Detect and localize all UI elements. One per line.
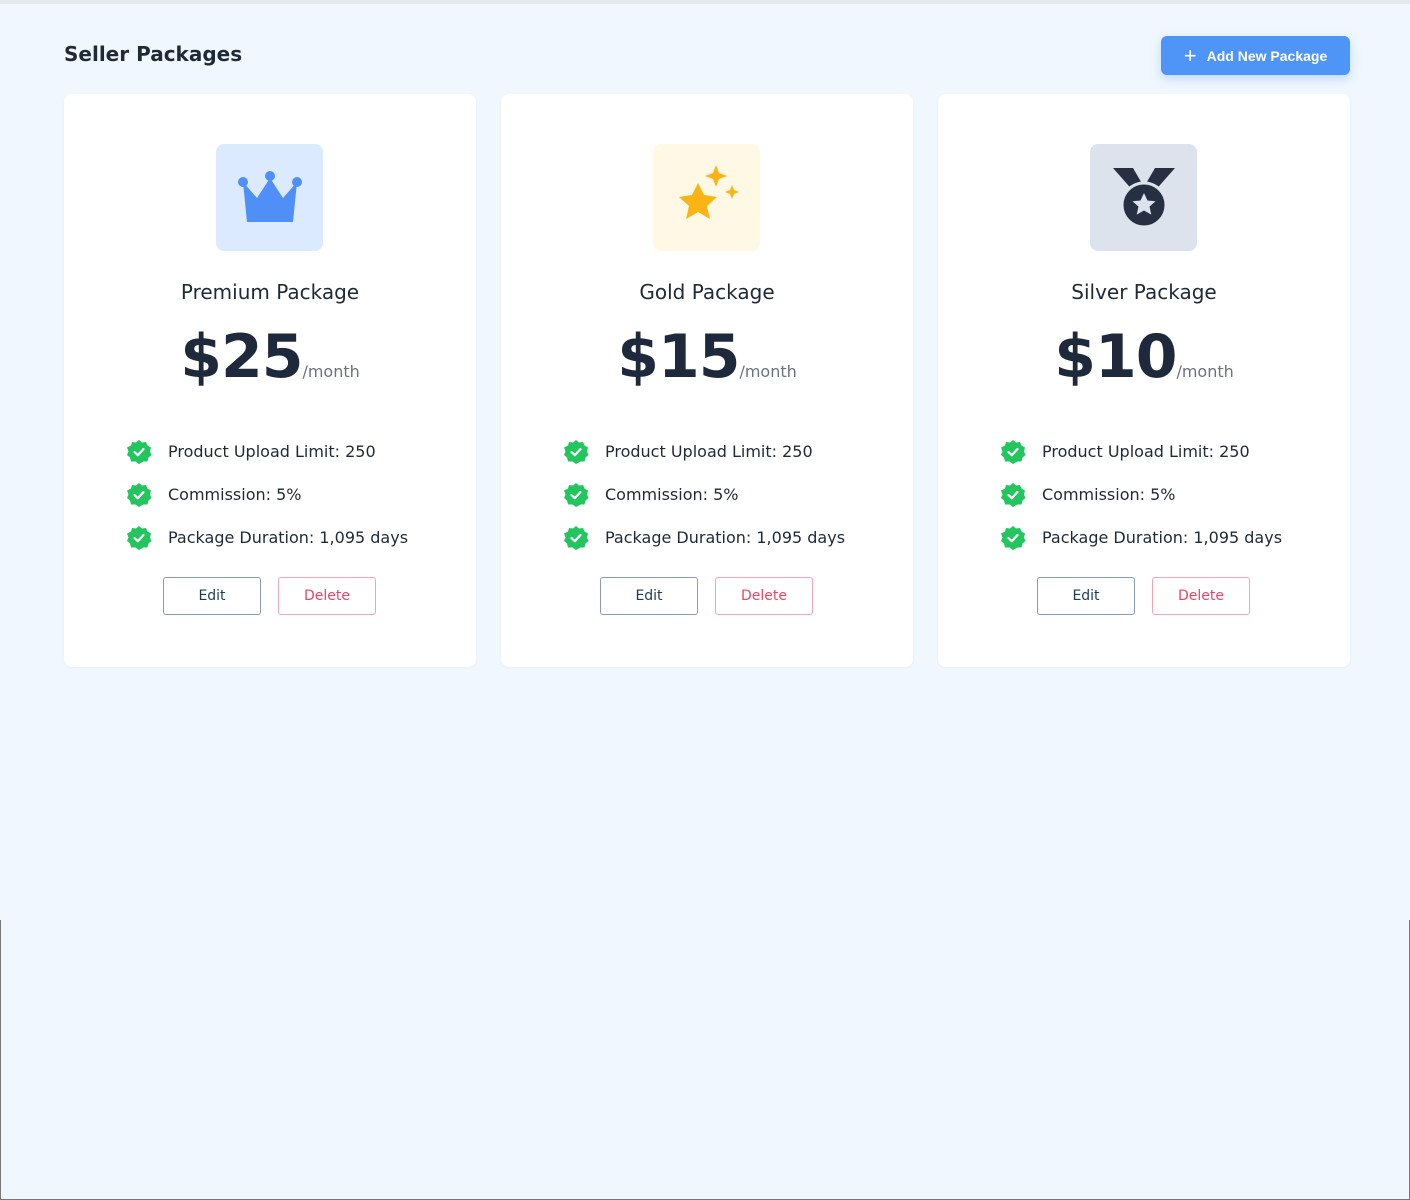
package-name: Gold Package (639, 280, 775, 304)
check-badge-icon (126, 482, 168, 508)
feature-text: Commission: 5% (605, 485, 739, 504)
feature-text: Package Duration: 1,095 days (1042, 528, 1283, 547)
add-new-package-label: Add New Package (1206, 47, 1328, 64)
feature-text: Product Upload Limit: 250 (168, 442, 376, 461)
check-badge-icon (1000, 482, 1042, 508)
window-frame (0, 920, 1410, 1200)
check-badge-icon (126, 525, 168, 551)
package-name: Silver Package (1071, 280, 1217, 304)
delete-button[interactable]: Delete (278, 577, 376, 615)
feature-list: Product Upload Limit: 250 Commission: 5% P… (126, 430, 408, 559)
delete-button[interactable]: Delete (715, 577, 813, 615)
package-name: Premium Package (180, 280, 360, 304)
package-price: $15/month (501, 322, 913, 392)
price-period: /month (1176, 362, 1234, 381)
crown-icon (237, 168, 303, 228)
price-period: /month (302, 362, 360, 381)
plus-icon: + (1183, 42, 1197, 68)
price-period: /month (739, 362, 797, 381)
edit-button[interactable]: Edit (600, 577, 698, 615)
feature-item: Commission: 5% (1000, 473, 1282, 516)
package-card: Silver Package $10/month Product Upload … (938, 94, 1350, 667)
check-badge-icon (563, 525, 605, 551)
check-badge-icon (126, 439, 168, 465)
feature-list: Product Upload Limit: 250 Commission: 5% P… (1000, 430, 1282, 559)
feature-text: Commission: 5% (1042, 485, 1176, 504)
feature-text: Package Duration: 1,095 days (605, 528, 846, 547)
package-icon-box (216, 144, 323, 251)
price-amount: $15 (617, 322, 740, 392)
add-new-package-button[interactable]: + Add New Package (1161, 36, 1350, 75)
feature-text: Product Upload Limit: 250 (605, 442, 813, 461)
feature-item: Package Duration: 1,095 days (563, 516, 845, 559)
feature-item: Package Duration: 1,095 days (126, 516, 408, 559)
check-badge-icon (1000, 525, 1042, 551)
feature-item: Product Upload Limit: 250 (126, 430, 408, 473)
feature-item: Product Upload Limit: 250 (563, 430, 845, 473)
package-price: $25/month (64, 322, 476, 392)
edit-button[interactable]: Edit (163, 577, 261, 615)
package-card: Premium Package $25/month Product Upload… (64, 94, 476, 667)
package-card: Gold Package $15/month Product Upload Li… (501, 94, 913, 667)
package-icon-box (653, 144, 760, 251)
feature-text: Commission: 5% (168, 485, 302, 504)
check-badge-icon (1000, 439, 1042, 465)
check-badge-icon (563, 482, 605, 508)
check-badge-icon (563, 439, 605, 465)
sparkle-star-icon (672, 161, 742, 235)
top-bar (0, 0, 1410, 4)
package-price: $10/month (938, 322, 1350, 392)
feature-text: Product Upload Limit: 250 (1042, 442, 1250, 461)
feature-item: Commission: 5% (126, 473, 408, 516)
feature-text: Package Duration: 1,095 days (168, 528, 409, 547)
package-icon-box (1090, 144, 1197, 251)
delete-button[interactable]: Delete (1152, 577, 1250, 615)
edit-button[interactable]: Edit (1037, 577, 1135, 615)
medal-icon (1111, 163, 1177, 233)
price-amount: $10 (1054, 322, 1177, 392)
feature-item: Product Upload Limit: 250 (1000, 430, 1282, 473)
page-title: Seller Packages (64, 42, 243, 66)
price-amount: $25 (180, 322, 303, 392)
feature-list: Product Upload Limit: 250 Commission: 5% P… (563, 430, 845, 559)
feature-item: Commission: 5% (563, 473, 845, 516)
feature-item: Package Duration: 1,095 days (1000, 516, 1282, 559)
